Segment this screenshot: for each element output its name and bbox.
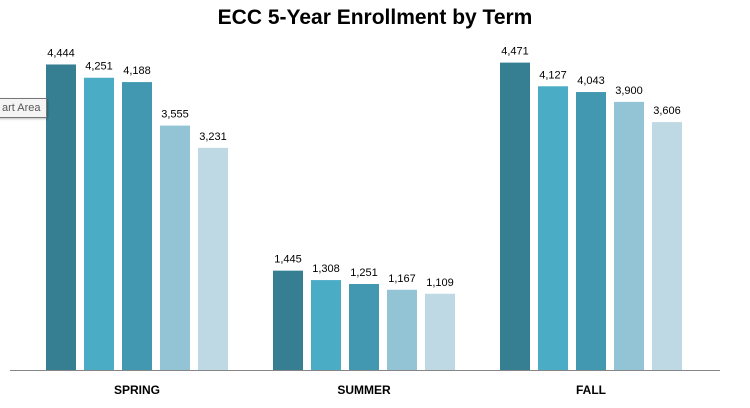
- bar-summer-2[interactable]: [311, 280, 341, 370]
- bar-summer-5[interactable]: [425, 293, 455, 370]
- data-labels-layer: 4,444 4,251 4,188 3,555 3,231 1,445 1,308 1,251…: [47, 46, 681, 289]
- data-label-spring-4: 3,555: [161, 109, 189, 121]
- data-label-spring-5: 3,231: [199, 131, 227, 143]
- bar-spring-5[interactable]: [198, 147, 228, 370]
- bar-summer-4[interactable]: [387, 289, 417, 370]
- data-label-fall-4: 3,900: [615, 85, 643, 97]
- category-label-fall: FALL: [576, 383, 606, 397]
- chart-area-tooltip: art Area: [0, 98, 47, 118]
- category-label-spring: SPRING: [114, 383, 160, 397]
- bar-fall-1[interactable]: [500, 62, 530, 371]
- bar-summer-1[interactable]: [273, 270, 303, 370]
- data-label-summer-3: 1,251: [350, 267, 378, 279]
- bar-spring-1[interactable]: [46, 64, 76, 370]
- data-label-fall-3: 4,043: [577, 75, 605, 87]
- bar-fall-2[interactable]: [538, 86, 568, 371]
- data-label-spring-1: 4,444: [47, 47, 75, 59]
- bars-layer: [46, 62, 682, 371]
- bar-fall-4[interactable]: [614, 101, 644, 370]
- data-label-summer-5: 1,109: [426, 277, 454, 289]
- data-label-fall-2: 4,127: [539, 69, 567, 81]
- category-label-summer: SUMMER: [337, 383, 391, 397]
- bar-spring-4[interactable]: [160, 125, 190, 370]
- bar-fall-5[interactable]: [652, 122, 682, 371]
- data-label-spring-2: 4,251: [85, 61, 113, 73]
- data-label-summer-1: 1,445: [274, 254, 302, 266]
- data-label-spring-3: 4,188: [123, 65, 151, 77]
- data-label-summer-4: 1,167: [388, 273, 416, 285]
- chart-title: ECC 5-Year Enrollment by Term: [217, 6, 533, 29]
- bar-summer-3[interactable]: [349, 283, 379, 370]
- category-labels-layer: SPRING SUMMER FALL: [114, 383, 606, 397]
- bar-spring-2[interactable]: [84, 77, 114, 371]
- data-label-fall-1: 4,471: [501, 46, 529, 58]
- data-label-fall-5: 3,606: [653, 105, 681, 117]
- bar-fall-3[interactable]: [576, 92, 606, 370]
- data-label-summer-2: 1,308: [312, 263, 340, 275]
- bar-spring-3[interactable]: [122, 82, 152, 370]
